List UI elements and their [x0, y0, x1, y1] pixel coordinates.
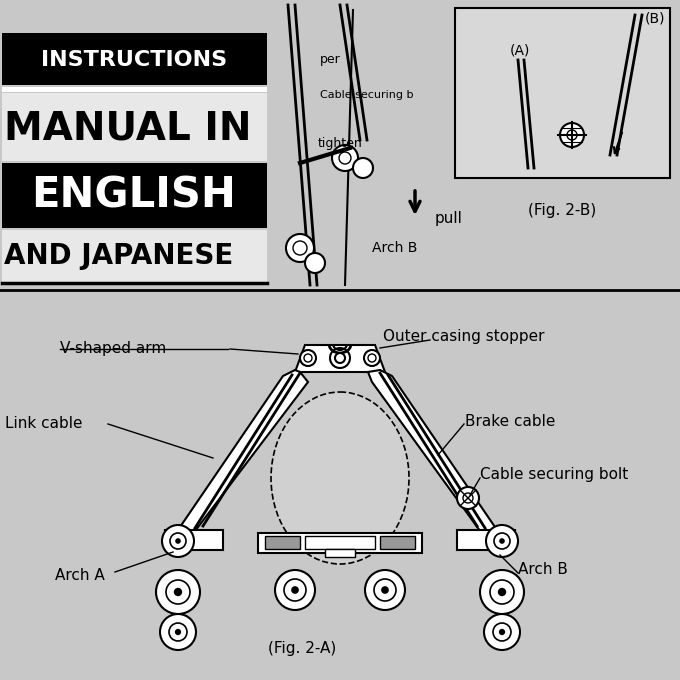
Circle shape [457, 487, 479, 509]
Text: INSTRUCTIONS: INSTRUCTIONS [41, 50, 227, 70]
Bar [258, 533, 422, 553]
Bar [2, 230, 267, 282]
Circle shape [368, 354, 376, 362]
Circle shape [169, 623, 187, 641]
Text: (B): (B) [645, 11, 665, 25]
Polygon shape [368, 370, 497, 535]
Text: per: per [320, 54, 341, 67]
Circle shape [175, 629, 181, 635]
Circle shape [498, 588, 506, 596]
Bar [457, 530, 515, 550]
Bar [305, 536, 375, 549]
Circle shape [335, 353, 345, 363]
Circle shape [304, 354, 312, 362]
Text: (A): (A) [510, 43, 530, 57]
Text: AND JAPANESE: AND JAPANESE [4, 242, 233, 270]
Circle shape [499, 538, 505, 544]
Bar [0, 290, 680, 680]
Circle shape [175, 538, 181, 544]
Text: ENGLISH: ENGLISH [31, 175, 237, 217]
Circle shape [330, 348, 350, 368]
Text: MANUAL IN: MANUAL IN [4, 109, 252, 147]
Text: Outer casing stopper: Outer casing stopper [383, 330, 545, 345]
Circle shape [166, 580, 190, 604]
Circle shape [364, 350, 380, 366]
Circle shape [484, 614, 520, 650]
Circle shape [463, 493, 473, 503]
Circle shape [381, 586, 389, 594]
Circle shape [170, 533, 186, 549]
Bar [455, 8, 670, 178]
Bar [380, 536, 415, 549]
Circle shape [156, 570, 200, 614]
Circle shape [174, 588, 182, 596]
Polygon shape [178, 370, 308, 535]
Text: Brake cable: Brake cable [465, 413, 556, 428]
Bar [2, 33, 267, 85]
Circle shape [293, 241, 307, 255]
Bar [2, 87, 267, 92]
Circle shape [300, 350, 316, 366]
Text: pull: pull [435, 211, 463, 226]
Text: V-shaped arm: V-shaped arm [60, 341, 166, 356]
Circle shape [567, 130, 577, 140]
Bar [0, 0, 680, 290]
Circle shape [499, 629, 505, 635]
Text: Arch B: Arch B [372, 241, 418, 255]
Circle shape [339, 152, 351, 164]
Circle shape [480, 570, 524, 614]
Bar [325, 549, 355, 557]
Text: Arch B: Arch B [518, 562, 568, 577]
Bar [265, 536, 300, 549]
Circle shape [494, 533, 510, 549]
Circle shape [160, 614, 196, 650]
Circle shape [332, 145, 358, 171]
Ellipse shape [271, 392, 409, 564]
Circle shape [353, 158, 373, 178]
Circle shape [365, 570, 405, 610]
Bar [165, 530, 223, 550]
Circle shape [486, 525, 518, 557]
Circle shape [284, 579, 306, 601]
Text: Cable securing bolt: Cable securing bolt [480, 468, 628, 483]
Text: Link cable: Link cable [5, 416, 82, 432]
Circle shape [162, 525, 194, 557]
Text: Arch A: Arch A [55, 568, 105, 583]
Circle shape [305, 253, 325, 273]
Text: Cable securing b: Cable securing b [320, 90, 413, 100]
Text: tighten: tighten [318, 137, 362, 150]
Circle shape [490, 580, 514, 604]
Circle shape [286, 234, 314, 262]
Text: (Fig. 2-A): (Fig. 2-A) [268, 641, 336, 656]
Bar [2, 163, 267, 228]
Circle shape [374, 579, 396, 601]
Circle shape [493, 623, 511, 641]
Circle shape [291, 586, 299, 594]
Circle shape [275, 570, 315, 610]
Polygon shape [295, 345, 385, 372]
Circle shape [560, 123, 584, 147]
Bar [2, 93, 267, 161]
Text: (Fig. 2-B): (Fig. 2-B) [528, 203, 596, 218]
